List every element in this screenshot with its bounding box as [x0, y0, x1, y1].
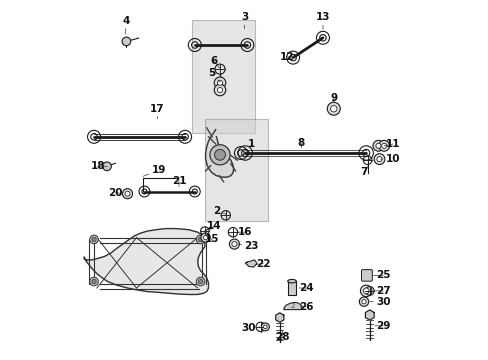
Circle shape	[229, 239, 239, 249]
Circle shape	[378, 140, 389, 151]
Text: 7: 7	[360, 166, 367, 177]
Circle shape	[381, 143, 386, 148]
Text: 30: 30	[241, 323, 259, 333]
Circle shape	[89, 277, 98, 286]
Circle shape	[198, 237, 203, 242]
Circle shape	[263, 325, 266, 329]
Text: 9: 9	[329, 93, 337, 103]
Text: 4: 4	[122, 16, 129, 34]
Text: 22: 22	[255, 258, 270, 269]
Circle shape	[217, 80, 222, 85]
Text: 16: 16	[235, 227, 252, 237]
Text: 25: 25	[373, 270, 389, 280]
Circle shape	[198, 279, 203, 284]
Polygon shape	[244, 260, 257, 267]
Text: 12: 12	[279, 52, 294, 62]
Text: 28: 28	[274, 330, 289, 342]
Circle shape	[125, 191, 130, 196]
Text: 11: 11	[384, 139, 399, 149]
FancyBboxPatch shape	[192, 20, 255, 133]
Text: 13: 13	[315, 12, 329, 30]
Ellipse shape	[287, 279, 296, 283]
Circle shape	[203, 235, 207, 240]
Circle shape	[122, 37, 130, 46]
Text: 26: 26	[299, 302, 313, 312]
Circle shape	[196, 235, 204, 244]
Text: 19: 19	[142, 165, 165, 176]
Circle shape	[201, 233, 210, 242]
Circle shape	[217, 87, 222, 93]
Circle shape	[376, 157, 381, 162]
Circle shape	[359, 297, 368, 306]
Circle shape	[214, 149, 225, 160]
Bar	[287, 281, 296, 295]
Circle shape	[89, 235, 98, 244]
Polygon shape	[275, 313, 283, 322]
Circle shape	[363, 288, 368, 294]
Text: 8: 8	[297, 138, 305, 148]
Polygon shape	[365, 310, 373, 320]
Text: 30: 30	[369, 297, 389, 307]
Circle shape	[372, 140, 383, 151]
Text: 10: 10	[380, 154, 399, 164]
Text: 20: 20	[108, 188, 122, 198]
Text: 17: 17	[150, 104, 164, 119]
Text: 6: 6	[210, 56, 220, 68]
Text: 21: 21	[171, 176, 186, 186]
Text: 3: 3	[241, 12, 247, 29]
Circle shape	[373, 154, 384, 165]
Circle shape	[92, 237, 96, 242]
Text: 2: 2	[212, 206, 225, 216]
FancyBboxPatch shape	[361, 270, 371, 281]
Circle shape	[214, 84, 225, 96]
Circle shape	[102, 162, 111, 171]
Circle shape	[122, 189, 132, 199]
Text: 2: 2	[290, 303, 294, 309]
Polygon shape	[84, 229, 208, 294]
Text: 23: 23	[237, 240, 259, 251]
Text: 27: 27	[373, 286, 389, 296]
Text: 15: 15	[204, 234, 219, 244]
Circle shape	[92, 279, 96, 284]
Text: 29: 29	[374, 321, 389, 331]
Circle shape	[360, 285, 371, 297]
Circle shape	[231, 242, 237, 247]
Text: 18: 18	[90, 161, 107, 171]
Circle shape	[209, 145, 230, 165]
Text: 1: 1	[244, 139, 254, 151]
Circle shape	[261, 323, 269, 331]
Circle shape	[361, 300, 366, 304]
Circle shape	[196, 277, 204, 286]
Text: 5: 5	[207, 68, 220, 82]
Polygon shape	[284, 302, 301, 310]
Polygon shape	[205, 130, 233, 177]
Text: 24: 24	[299, 283, 313, 293]
Text: 14: 14	[206, 221, 221, 231]
Circle shape	[375, 143, 380, 148]
Circle shape	[330, 105, 336, 112]
Circle shape	[326, 102, 340, 115]
FancyBboxPatch shape	[204, 119, 267, 221]
Circle shape	[214, 77, 225, 89]
